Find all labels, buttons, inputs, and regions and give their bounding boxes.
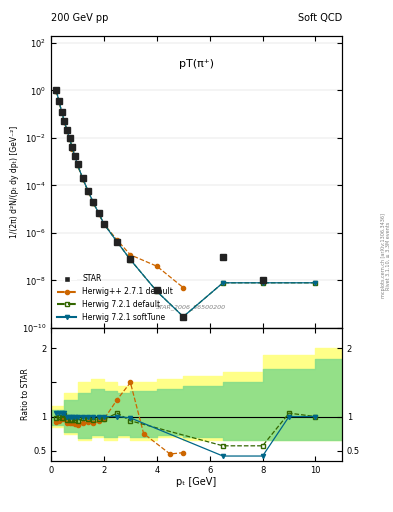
Herwig 7.2.1 softTune bbox=[75, 162, 80, 168]
Herwig++ 2.7.1 default bbox=[102, 221, 107, 227]
Herwig 7.2.1 softTune bbox=[86, 188, 90, 194]
Herwig 7.2.1 softTune bbox=[181, 313, 185, 319]
Line: Herwig++ 2.7.1 default: Herwig++ 2.7.1 default bbox=[54, 89, 185, 290]
Herwig 7.2.1 default bbox=[260, 280, 265, 286]
Herwig 7.2.1 softTune bbox=[313, 280, 318, 286]
Herwig 7.2.1 softTune bbox=[59, 109, 64, 115]
Herwig++ 2.7.1 default bbox=[154, 263, 159, 269]
Herwig 7.2.1 softTune bbox=[54, 88, 59, 94]
Herwig 7.2.1 softTune bbox=[70, 145, 75, 151]
Herwig++ 2.7.1 default bbox=[62, 119, 67, 125]
Herwig 7.2.1 softTune bbox=[102, 221, 107, 227]
Text: mcplots.cern.ch [arXiv:1306.3436]: mcplots.cern.ch [arXiv:1306.3436] bbox=[381, 214, 386, 298]
Herwig 7.2.1 softTune bbox=[154, 288, 159, 294]
Herwig 7.2.1 default bbox=[96, 210, 101, 216]
Text: pT(π⁺): pT(π⁺) bbox=[179, 59, 214, 69]
Herwig 7.2.1 softTune bbox=[73, 153, 77, 159]
Herwig 7.2.1 softTune bbox=[91, 200, 96, 206]
Herwig 7.2.1 default bbox=[86, 188, 90, 194]
Herwig++ 2.7.1 default bbox=[91, 200, 96, 206]
Herwig 7.2.1 softTune bbox=[128, 257, 133, 263]
Legend: STAR, Herwig++ 2.7.1 default, Herwig 7.2.1 default, Herwig 7.2.1 softTune: STAR, Herwig++ 2.7.1 default, Herwig 7.2… bbox=[55, 272, 176, 324]
Herwig 7.2.1 default bbox=[91, 200, 96, 206]
Herwig 7.2.1 softTune bbox=[62, 118, 67, 124]
Herwig++ 2.7.1 default bbox=[70, 145, 75, 152]
Herwig 7.2.1 default bbox=[154, 288, 159, 294]
Herwig 7.2.1 default bbox=[62, 118, 67, 124]
Herwig 7.2.1 default bbox=[59, 109, 64, 115]
Herwig++ 2.7.1 default bbox=[181, 285, 185, 291]
Herwig++ 2.7.1 default bbox=[73, 154, 77, 160]
Herwig 7.2.1 default bbox=[81, 176, 85, 182]
Herwig 7.2.1 default bbox=[67, 136, 72, 142]
Herwig 7.2.1 default bbox=[73, 153, 77, 159]
Herwig 7.2.1 softTune bbox=[115, 239, 119, 245]
Herwig 7.2.1 default bbox=[70, 145, 75, 151]
Herwig 7.2.1 default bbox=[57, 98, 61, 104]
Herwig++ 2.7.1 default bbox=[81, 176, 85, 182]
Y-axis label: Ratio to STAR: Ratio to STAR bbox=[21, 369, 30, 420]
Herwig++ 2.7.1 default bbox=[64, 128, 69, 134]
Text: STAR_2006_S6500200: STAR_2006_S6500200 bbox=[156, 305, 226, 310]
Herwig++ 2.7.1 default bbox=[57, 99, 61, 105]
Herwig++ 2.7.1 default bbox=[54, 88, 59, 94]
Herwig 7.2.1 default bbox=[54, 88, 59, 94]
Herwig 7.2.1 softTune bbox=[81, 176, 85, 182]
Text: 200 GeV pp: 200 GeV pp bbox=[51, 13, 108, 23]
Herwig++ 2.7.1 default bbox=[67, 136, 72, 142]
Herwig++ 2.7.1 default bbox=[128, 252, 133, 258]
Herwig 7.2.1 default bbox=[75, 162, 80, 168]
Herwig 7.2.1 softTune bbox=[64, 127, 69, 134]
Herwig 7.2.1 default bbox=[64, 127, 69, 134]
Herwig++ 2.7.1 default bbox=[59, 109, 64, 115]
Herwig++ 2.7.1 default bbox=[86, 188, 90, 195]
Line: Herwig 7.2.1 softTune: Herwig 7.2.1 softTune bbox=[54, 89, 318, 319]
X-axis label: pₜ [GeV]: pₜ [GeV] bbox=[176, 477, 217, 487]
Herwig 7.2.1 default bbox=[181, 313, 185, 319]
Text: Soft QCD: Soft QCD bbox=[298, 13, 342, 23]
Herwig 7.2.1 softTune bbox=[260, 280, 265, 286]
Herwig 7.2.1 softTune bbox=[57, 98, 61, 104]
Herwig 7.2.1 default bbox=[115, 239, 119, 245]
Herwig++ 2.7.1 default bbox=[96, 210, 101, 217]
Herwig 7.2.1 softTune bbox=[220, 280, 225, 286]
Herwig 7.2.1 default bbox=[128, 257, 133, 263]
Herwig 7.2.1 default bbox=[220, 280, 225, 286]
Herwig 7.2.1 softTune bbox=[96, 210, 101, 216]
Herwig 7.2.1 default bbox=[102, 221, 107, 227]
Text: Rivet 3.1.10, ≥ 3.3M events: Rivet 3.1.10, ≥ 3.3M events bbox=[386, 222, 391, 290]
Herwig 7.2.1 default bbox=[313, 280, 318, 286]
Line: Herwig 7.2.1 default: Herwig 7.2.1 default bbox=[54, 89, 318, 319]
Herwig++ 2.7.1 default bbox=[75, 162, 80, 168]
Y-axis label: 1/(2π) d²N/(pₜ dy dpₜ) [GeV⁻²]: 1/(2π) d²N/(pₜ dy dpₜ) [GeV⁻²] bbox=[10, 126, 19, 238]
Herwig++ 2.7.1 default bbox=[115, 237, 119, 243]
Herwig 7.2.1 softTune bbox=[67, 136, 72, 142]
